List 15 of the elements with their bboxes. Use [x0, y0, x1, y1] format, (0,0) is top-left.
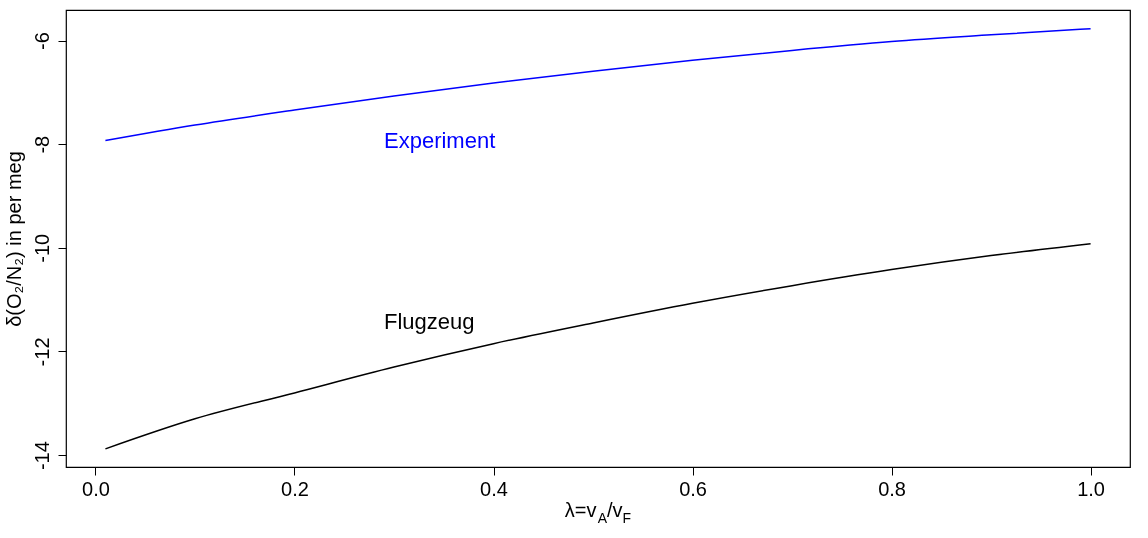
x-tick-label: 0.8: [878, 477, 906, 500]
x-tick-label: 1.0: [1077, 477, 1105, 500]
x-tick-label: 0.6: [679, 477, 707, 500]
y-axis-title: δ(O₂/N₂) in per meg: [2, 151, 25, 327]
series-label: Experiment: [384, 128, 496, 154]
y-tick-label: -8: [30, 135, 53, 154]
line-series: [104, 242, 1092, 450]
y-tick-label: -10: [30, 233, 53, 263]
x-tick-label: 0.0: [82, 477, 110, 500]
x-tick-label: 0.2: [281, 477, 309, 500]
y-tick-label: -14: [30, 441, 53, 471]
x-tick-label: 0.4: [480, 477, 508, 500]
y-tick-label: -6: [30, 32, 53, 50]
series-label: Flugzeug: [384, 309, 475, 334]
y-tick-label: -12: [30, 337, 53, 367]
